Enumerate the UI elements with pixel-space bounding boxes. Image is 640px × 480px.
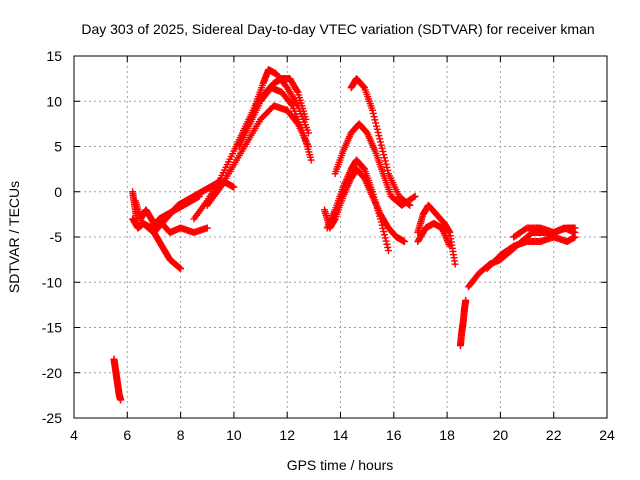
y-tick-label: 15 (46, 48, 62, 64)
x-tick-label: 24 (599, 427, 615, 443)
data-point-plus (376, 215, 384, 223)
x-axis-label: GPS time / hours (287, 457, 394, 473)
data-point-plus (462, 296, 470, 304)
x-tick-label: 10 (226, 427, 242, 443)
data-point-plus (372, 119, 380, 127)
data-point-plus (383, 240, 391, 248)
data-point-plus (571, 224, 579, 232)
y-tick-label: 5 (54, 139, 62, 155)
data-point-plus (377, 141, 385, 149)
data-point-plus (117, 396, 125, 404)
data-point-plus (360, 83, 368, 91)
x-tick-label: 6 (123, 427, 131, 443)
series-track-s (510, 224, 579, 241)
data-point-plus (384, 166, 392, 174)
data-point-plus (451, 260, 459, 268)
data-point-plus (370, 113, 378, 121)
data-point-plus (378, 221, 386, 229)
x-tick-label: 14 (333, 427, 349, 443)
data-point-plus (230, 183, 238, 191)
data-point-plus (372, 122, 380, 130)
data-point-plus (380, 231, 388, 239)
y-axis-label: SDTVAR / TECUs (6, 181, 22, 293)
data-point-plus (371, 116, 379, 124)
y-tick-label: -10 (42, 274, 62, 290)
series-track-i (251, 75, 310, 123)
y-tick-label: -20 (42, 365, 62, 381)
data-point-plus (405, 200, 413, 208)
data-point-plus (369, 109, 377, 117)
data-point-plus (380, 154, 388, 162)
series-track-r (483, 233, 579, 273)
data-point-plus (302, 115, 310, 123)
data-point-plus (384, 243, 392, 251)
series-track-l (331, 120, 419, 209)
series-track-m (347, 75, 414, 209)
data-point-plus (368, 106, 376, 114)
data-point-plus (375, 132, 383, 140)
x-tick-label: 18 (439, 427, 455, 443)
data-point-plus (377, 218, 385, 226)
axis-ticks: 4 6 8 10 12 14 16 18 20 22 24 -25 -20 -15 -10 -5 0 5 10 15 (42, 48, 615, 443)
data-point-plus (384, 247, 392, 255)
x-tick-label: 4 (70, 427, 78, 443)
series-track-k (323, 156, 392, 255)
y-tick-label: 10 (46, 93, 62, 109)
x-tick-label: 22 (546, 427, 562, 443)
data-point-plus (373, 125, 381, 133)
data-point-plus (380, 228, 388, 236)
series-track-p (456, 296, 470, 350)
data-point-plus (360, 164, 368, 172)
data-point-plus (380, 151, 388, 159)
y-tick-label: 0 (54, 184, 62, 200)
chart-title: Day 303 of 2025, Sidereal Day-to-day VTE… (81, 21, 594, 37)
series-track-e (150, 179, 238, 236)
data-point-plus (379, 147, 387, 155)
data-point-plus (410, 193, 418, 201)
data-point-plus (411, 192, 419, 200)
data-point-plus (382, 160, 390, 168)
data-point-plus (376, 135, 384, 143)
data-point-plus (307, 156, 315, 164)
data-point-plus (446, 242, 454, 250)
y-tick-label: -15 (42, 320, 62, 336)
x-tick-label: 12 (279, 427, 295, 443)
x-tick-label: 16 (386, 427, 402, 443)
data-points (110, 66, 579, 404)
series-track-n (414, 201, 459, 268)
data-point-plus (177, 265, 185, 273)
data-point-plus (378, 144, 386, 152)
data-point-plus (287, 100, 295, 108)
data-point-plus (381, 157, 389, 165)
y-tick-label: -25 (42, 410, 62, 426)
data-point-plus (293, 87, 301, 95)
data-point-plus (382, 237, 390, 245)
series-track-h (235, 84, 315, 164)
data-point-plus (571, 233, 579, 241)
x-tick-label: 8 (177, 427, 185, 443)
data-point-plus (374, 128, 382, 136)
series-track-a (110, 355, 125, 404)
data-point-plus (376, 138, 384, 146)
data-point-plus (381, 234, 389, 242)
data-point-plus (203, 224, 211, 232)
y-tick-label: -5 (50, 229, 63, 245)
data-point-plus (383, 163, 391, 171)
data-point-plus (406, 201, 414, 209)
x-tick-label: 20 (493, 427, 509, 443)
data-point-plus (400, 238, 408, 246)
data-point-plus (379, 224, 387, 232)
series-track-o (414, 219, 454, 250)
